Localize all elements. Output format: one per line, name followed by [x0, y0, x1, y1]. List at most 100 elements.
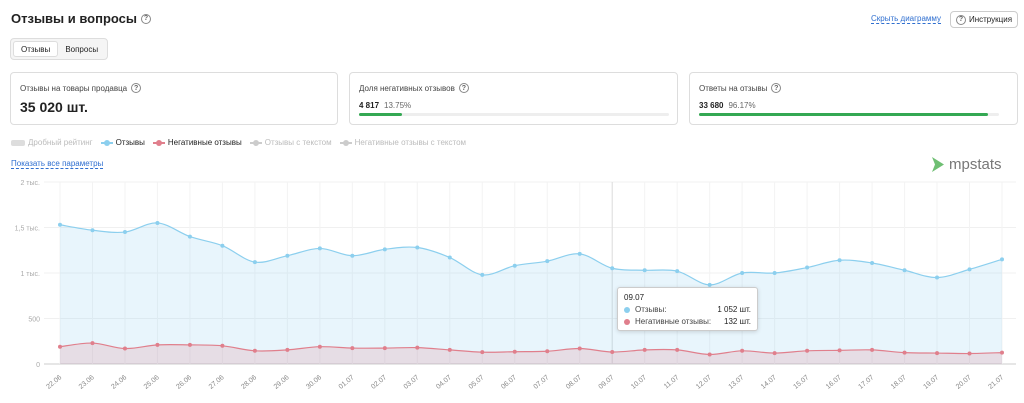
legend-item-negative-with-text[interactable]: Негативные отзывы с текстом — [339, 138, 466, 147]
data-point — [805, 265, 810, 270]
series-area — [60, 343, 1002, 364]
tooltip-dot — [624, 306, 630, 313]
data-point — [317, 246, 322, 251]
data-point — [1000, 257, 1004, 262]
legend-item-reviews-with-text[interactable]: Отзывы с текстом — [249, 138, 332, 147]
x-tick-label: 08.07 — [565, 374, 583, 391]
data-point — [967, 351, 972, 356]
x-tick-label: 25.06 — [143, 374, 161, 391]
data-point — [90, 228, 95, 233]
data-point — [285, 347, 290, 352]
data-point — [252, 260, 257, 265]
help-icon[interactable]: ? — [458, 83, 469, 93]
x-tick-label: 13.07 — [727, 374, 745, 391]
x-tick-label: 24.06 — [110, 374, 128, 391]
x-tick-label: 29.06 — [273, 374, 291, 391]
x-tick-label: 10.07 — [630, 374, 648, 391]
data-point — [967, 267, 972, 272]
data-point — [902, 268, 907, 273]
x-tick-label: 12.07 — [695, 374, 713, 391]
data-point — [155, 342, 160, 347]
data-point — [122, 230, 127, 235]
legend-swatch — [11, 139, 25, 146]
data-point — [512, 349, 517, 354]
tooltip-row: Негативные отзывы: 132 шт. — [624, 317, 751, 326]
data-point — [187, 234, 192, 239]
data-point — [935, 275, 940, 280]
x-tick-label: 09.07 — [598, 374, 616, 391]
data-point — [577, 346, 582, 351]
legend-swatch — [152, 139, 165, 146]
reviews-count-value: 35 020 шт. — [20, 99, 88, 115]
x-tick-label: 06.07 — [500, 374, 518, 391]
x-tick-label: 04.07 — [435, 374, 453, 391]
data-point — [1000, 350, 1004, 355]
negative-percent: 13.75% — [384, 101, 412, 110]
x-tick-label: 21.07 — [987, 374, 1005, 391]
x-tick-label: 03.07 — [403, 374, 421, 391]
legend-swatch — [100, 139, 113, 146]
show-all-params-link[interactable]: Показать все параметры — [11, 159, 104, 169]
data-point — [512, 263, 517, 268]
legend-item-reviews[interactable]: Отзывы — [100, 138, 145, 147]
data-point — [740, 348, 745, 353]
data-point — [837, 258, 842, 263]
y-tick-label: 2 тыс. — [20, 180, 40, 187]
data-point — [545, 259, 550, 264]
series-area — [60, 222, 1002, 364]
data-point — [870, 347, 875, 352]
legend-swatch — [339, 139, 352, 146]
data-point — [90, 341, 95, 346]
data-point — [122, 346, 127, 351]
data-point — [675, 269, 680, 274]
legend-item-negative[interactable]: Негативные отзывы — [152, 138, 242, 147]
data-point — [58, 222, 62, 227]
reviews-chart: 0 500 1 тыс. 1,5 тыс. 2 тыс. 22.06 23.06 24.06 2… — [15, 180, 1016, 391]
negative-progress-fill — [359, 113, 402, 116]
help-icon[interactable]: ? — [131, 83, 142, 93]
card-label: Ответы на отзывы — [699, 83, 768, 93]
data-point — [772, 271, 777, 275]
page-title: Отзывы и вопросы ? — [11, 11, 152, 26]
tooltip-dot — [624, 318, 630, 325]
data-point — [740, 271, 745, 275]
data-point — [155, 220, 160, 225]
x-tick-label: 28.06 — [240, 374, 258, 391]
data-point — [480, 350, 485, 355]
chart-tooltip: 09.07 Отзывы: 1 052 шт. Негативные отзыв… — [617, 287, 758, 331]
data-point — [772, 351, 777, 356]
instruction-button[interactable]: ? Инструкция — [950, 11, 1018, 28]
legend-swatch — [249, 139, 262, 146]
data-point — [870, 260, 875, 265]
tab-reviews[interactable]: Отзывы — [13, 41, 59, 57]
data-point — [707, 352, 712, 357]
x-tick-label: 27.06 — [208, 374, 226, 391]
data-point — [805, 348, 810, 353]
data-point — [252, 348, 257, 353]
data-point — [610, 266, 615, 271]
data-point — [610, 349, 615, 354]
answers-count: 33 680 — [699, 101, 724, 110]
help-icon[interactable]: ? — [141, 13, 152, 24]
data-point — [447, 347, 452, 352]
data-point — [480, 272, 485, 277]
hide-chart-link[interactable]: Скрыть диаграмму — [871, 14, 942, 24]
help-icon[interactable]: ? — [771, 83, 782, 93]
chart-legend: Дробный рейтинг Отзывы Негативные отзывы… — [11, 138, 466, 147]
reviews-count-card: Отзывы на товары продавца ? 35 020 шт. — [10, 72, 338, 125]
x-tick-label: 02.07 — [370, 374, 388, 391]
card-label: Отзывы на товары продавца — [20, 83, 128, 93]
legend-item-fractional-rating[interactable]: Дробный рейтинг — [11, 138, 93, 147]
data-point — [707, 282, 712, 287]
x-tick-label: 07.07 — [533, 374, 551, 391]
x-tick-label: 19.07 — [922, 374, 940, 391]
data-point — [382, 247, 387, 252]
tab-questions[interactable]: Вопросы — [65, 44, 99, 54]
x-tick-label: 20.07 — [955, 374, 973, 391]
data-point — [935, 351, 940, 356]
card-label: Доля негативных отзывов — [359, 83, 455, 93]
tooltip-row: Отзывы: 1 052 шт. — [624, 305, 751, 314]
x-tick-label: 05.07 — [468, 374, 486, 391]
answers-progress-fill — [699, 113, 988, 116]
x-tick-label: 01.07 — [338, 374, 356, 391]
